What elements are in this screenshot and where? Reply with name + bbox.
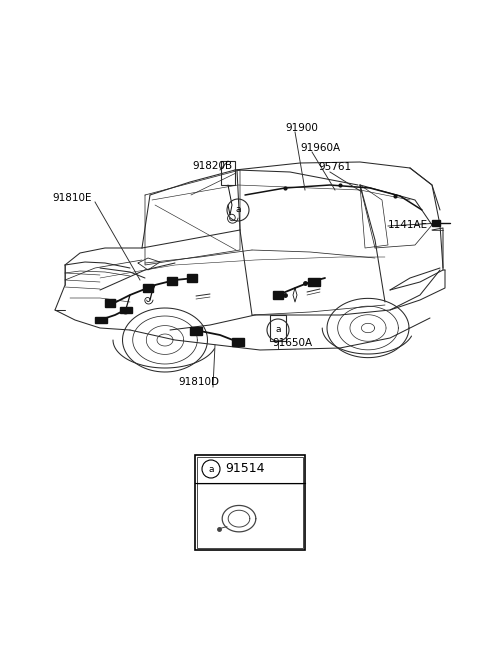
- Bar: [221, 161, 235, 185]
- Polygon shape: [273, 291, 283, 299]
- Text: 91650A: 91650A: [272, 338, 312, 348]
- Polygon shape: [143, 284, 153, 292]
- Polygon shape: [105, 299, 115, 307]
- Polygon shape: [232, 338, 244, 346]
- Text: a: a: [235, 206, 241, 214]
- Polygon shape: [190, 327, 202, 335]
- Polygon shape: [308, 278, 320, 286]
- Polygon shape: [167, 277, 177, 285]
- Polygon shape: [95, 317, 107, 323]
- Text: 91900: 91900: [285, 123, 318, 133]
- Polygon shape: [432, 220, 440, 226]
- Text: 91514: 91514: [225, 462, 264, 476]
- Text: 91810E: 91810E: [52, 193, 92, 203]
- Bar: [197, 457, 303, 548]
- Text: 91810D: 91810D: [178, 377, 219, 387]
- Text: a: a: [208, 464, 214, 474]
- Bar: [270, 315, 286, 341]
- Polygon shape: [120, 307, 132, 313]
- Polygon shape: [187, 274, 197, 282]
- Text: 91820B: 91820B: [192, 161, 232, 171]
- Text: 1141AE: 1141AE: [388, 220, 428, 230]
- Bar: [195, 455, 305, 550]
- Text: 95761: 95761: [318, 162, 351, 172]
- Text: a: a: [275, 326, 281, 335]
- Text: 91960A: 91960A: [300, 143, 340, 153]
